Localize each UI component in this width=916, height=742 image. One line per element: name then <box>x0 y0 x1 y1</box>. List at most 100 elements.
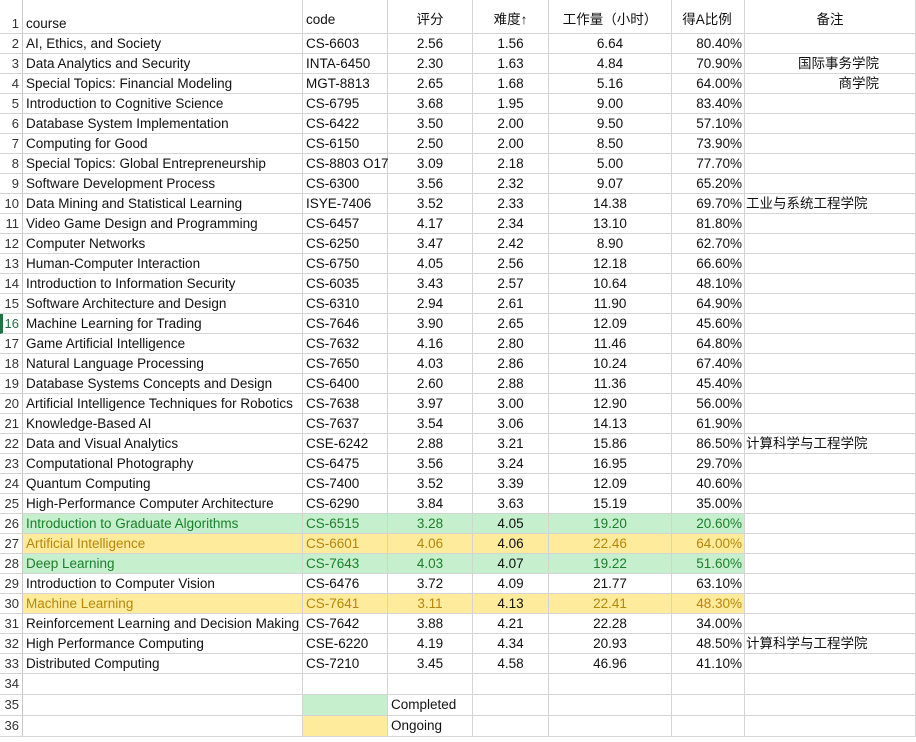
rating-cell[interactable]: 4.17 <box>388 214 473 234</box>
difficulty-cell[interactable]: 3.21 <box>473 434 549 454</box>
difficulty-cell[interactable]: 2.18 <box>473 154 549 174</box>
code-cell[interactable]: CS-7632 <box>303 334 388 354</box>
empty-cell[interactable] <box>388 674 473 695</box>
rating-cell[interactable]: 3.52 <box>388 194 473 214</box>
workload-cell[interactable]: 10.64 <box>549 274 672 294</box>
a-ratio-cell[interactable]: 66.60% <box>672 254 745 274</box>
empty-cell[interactable] <box>23 674 303 695</box>
a-ratio-cell[interactable]: 62.70% <box>672 234 745 254</box>
workload-cell[interactable]: 12.09 <box>549 474 672 494</box>
workload-cell[interactable]: 16.95 <box>549 454 672 474</box>
code-cell[interactable]: CS-6422 <box>303 114 388 134</box>
note-cell[interactable] <box>745 254 916 274</box>
row-header[interactable]: 34 <box>0 674 23 695</box>
workload-cell[interactable]: 21.77 <box>549 574 672 594</box>
difficulty-cell[interactable]: 4.21 <box>473 614 549 634</box>
course-cell[interactable]: Distributed Computing <box>23 654 303 674</box>
difficulty-cell[interactable]: 2.33 <box>473 194 549 214</box>
rating-cell[interactable]: 3.50 <box>388 114 473 134</box>
difficulty-cell[interactable]: 1.95 <box>473 94 549 114</box>
row-header[interactable]: 21 <box>0 414 23 434</box>
note-cell[interactable] <box>745 554 916 574</box>
note-cell[interactable] <box>745 294 916 314</box>
workload-cell[interactable]: 22.28 <box>549 614 672 634</box>
workload-cell[interactable]: 22.41 <box>549 594 672 614</box>
code-cell[interactable]: CS-7641 <box>303 594 388 614</box>
row-header[interactable]: 12 <box>0 234 23 254</box>
note-cell[interactable] <box>745 614 916 634</box>
row-header[interactable]: 32 <box>0 634 23 654</box>
a-ratio-cell[interactable]: 41.10% <box>672 654 745 674</box>
row-header[interactable]: 5 <box>0 94 23 114</box>
row-header[interactable]: 13 <box>0 254 23 274</box>
rating-cell[interactable]: 4.19 <box>388 634 473 654</box>
row-header[interactable]: 7 <box>0 134 23 154</box>
workload-cell[interactable]: 11.90 <box>549 294 672 314</box>
note-cell[interactable] <box>745 234 916 254</box>
note-cell[interactable] <box>745 334 916 354</box>
workload-cell[interactable]: 13.10 <box>549 214 672 234</box>
difficulty-cell[interactable]: 2.42 <box>473 234 549 254</box>
difficulty-cell[interactable]: 4.06 <box>473 534 549 554</box>
course-cell[interactable]: Machine Learning for Trading <box>23 314 303 334</box>
a-ratio-cell[interactable]: 63.10% <box>672 574 745 594</box>
a-ratio-cell[interactable]: 70.90% <box>672 54 745 74</box>
difficulty-cell[interactable]: 2.61 <box>473 294 549 314</box>
note-cell[interactable] <box>745 34 916 54</box>
note-cell[interactable] <box>745 574 916 594</box>
rating-cell[interactable]: 2.94 <box>388 294 473 314</box>
code-cell[interactable]: CS-6457 <box>303 214 388 234</box>
rating-cell[interactable]: 3.52 <box>388 474 473 494</box>
code-cell[interactable]: CS-6400 <box>303 374 388 394</box>
course-cell[interactable]: Software Development Process <box>23 174 303 194</box>
code-cell[interactable]: CS-6150 <box>303 134 388 154</box>
row-header[interactable]: 4 <box>0 74 23 94</box>
course-cell[interactable]: Special Topics: Financial Modeling <box>23 74 303 94</box>
difficulty-cell[interactable]: 2.32 <box>473 174 549 194</box>
workload-cell[interactable]: 19.22 <box>549 554 672 574</box>
a-ratio-cell[interactable]: 64.00% <box>672 74 745 94</box>
empty-cell[interactable] <box>745 695 916 716</box>
header-rating[interactable]: 评分 <box>388 0 473 34</box>
workload-cell[interactable]: 15.86 <box>549 434 672 454</box>
note-cell[interactable] <box>745 374 916 394</box>
a-ratio-cell[interactable]: 86.50% <box>672 434 745 454</box>
code-cell[interactable]: CS-6476 <box>303 574 388 594</box>
code-cell[interactable]: CS-7642 <box>303 614 388 634</box>
note-cell[interactable] <box>745 414 916 434</box>
rating-cell[interactable]: 2.30 <box>388 54 473 74</box>
note-cell[interactable]: 商学院 <box>745 74 916 94</box>
code-cell[interactable]: INTA-6450 <box>303 54 388 74</box>
workload-cell[interactable]: 9.07 <box>549 174 672 194</box>
note-cell[interactable] <box>745 314 916 334</box>
row-header[interactable]: 36 <box>0 716 23 737</box>
course-cell[interactable]: Video Game Design and Programming <box>23 214 303 234</box>
code-cell[interactable]: CS-7638 <box>303 394 388 414</box>
note-cell[interactable] <box>745 534 916 554</box>
note-cell[interactable] <box>745 114 916 134</box>
empty-cell[interactable] <box>745 674 916 695</box>
difficulty-cell[interactable]: 4.07 <box>473 554 549 574</box>
code-cell[interactable]: CSE-6242 <box>303 434 388 454</box>
legend-completed-swatch[interactable] <box>303 695 388 716</box>
row-header[interactable]: 20 <box>0 394 23 414</box>
empty-cell[interactable] <box>303 674 388 695</box>
difficulty-cell[interactable]: 2.57 <box>473 274 549 294</box>
row-header[interactable]: 15 <box>0 294 23 314</box>
empty-cell[interactable] <box>23 716 303 737</box>
row-header[interactable]: 33 <box>0 654 23 674</box>
workload-cell[interactable]: 14.13 <box>549 414 672 434</box>
difficulty-cell[interactable]: 3.39 <box>473 474 549 494</box>
workload-cell[interactable]: 22.46 <box>549 534 672 554</box>
course-cell[interactable]: High Performance Computing <box>23 634 303 654</box>
rating-cell[interactable]: 3.88 <box>388 614 473 634</box>
course-cell[interactable]: Introduction to Information Security <box>23 274 303 294</box>
code-cell[interactable]: CS-7400 <box>303 474 388 494</box>
rating-cell[interactable]: 2.65 <box>388 74 473 94</box>
code-cell[interactable]: CSE-6220 <box>303 634 388 654</box>
a-ratio-cell[interactable]: 34.00% <box>672 614 745 634</box>
workload-cell[interactable]: 12.18 <box>549 254 672 274</box>
rating-cell[interactable]: 3.54 <box>388 414 473 434</box>
code-cell[interactable]: CS-6603 <box>303 34 388 54</box>
legend-completed-label[interactable]: Completed <box>388 695 473 716</box>
